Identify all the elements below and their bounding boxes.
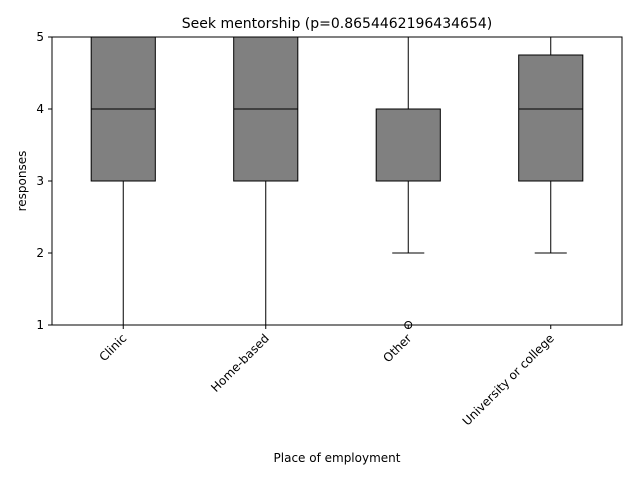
box-group bbox=[518, 36, 584, 254]
box-group bbox=[233, 36, 299, 326]
x-axis-label: Place of employment bbox=[274, 451, 401, 465]
x-tick-label: Other bbox=[380, 331, 414, 365]
y-tick-label: 2 bbox=[36, 246, 44, 260]
box bbox=[518, 54, 584, 182]
x-axis: Clinic Home-based Other University or colle… bbox=[96, 325, 557, 428]
box-group bbox=[90, 36, 156, 326]
plot-frame bbox=[51, 36, 623, 326]
y-axis: 1 2 3 4 5 bbox=[36, 30, 52, 332]
plot-area bbox=[90, 36, 584, 329]
y-axis-label: responses bbox=[15, 151, 29, 212]
y-tick-label: 3 bbox=[36, 174, 44, 188]
y-tick-label: 4 bbox=[36, 102, 44, 116]
x-tick-label: Clinic bbox=[96, 331, 129, 364]
box-group bbox=[375, 36, 441, 329]
x-tick-label: Home-based bbox=[208, 331, 272, 395]
y-tick-label: 1 bbox=[36, 318, 44, 332]
y-tick-label: 5 bbox=[36, 30, 44, 44]
x-tick-label: University or college bbox=[460, 331, 557, 428]
chart-title: Seek mentorship (p=0.8654462196434654) bbox=[182, 16, 492, 32]
box bbox=[375, 108, 441, 182]
